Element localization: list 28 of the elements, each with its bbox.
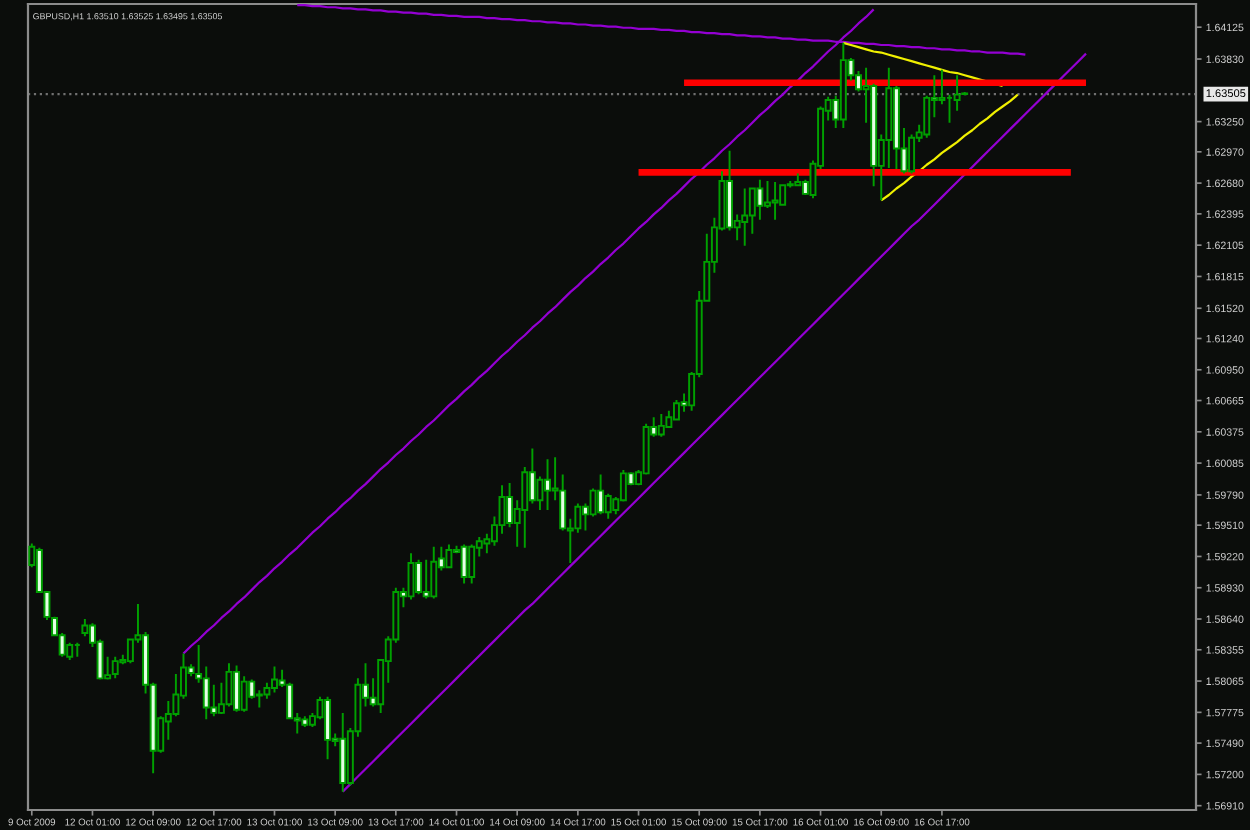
candlestick	[415, 558, 423, 596]
line-series	[842, 41, 1004, 88]
candlestick	[324, 695, 332, 761]
candlestick	[544, 458, 552, 512]
candlestick	[771, 181, 779, 221]
candlestick	[339, 711, 347, 793]
candlestick	[908, 133, 916, 175]
candlestick	[233, 664, 241, 713]
candlestick	[468, 543, 476, 585]
candlestick	[597, 473, 605, 516]
candlestick	[111, 655, 119, 680]
candlestick	[672, 399, 680, 422]
candlestick	[460, 543, 468, 585]
candlestick	[445, 543, 453, 570]
candlestick	[430, 545, 438, 600]
candlestick	[66, 641, 74, 661]
candlestick	[741, 187, 749, 247]
candlestick	[794, 172, 802, 188]
candlestick	[301, 715, 309, 728]
candlestick	[407, 552, 415, 601]
candlestick	[657, 413, 665, 438]
candlestick	[839, 41, 847, 130]
line-series	[880, 93, 1019, 202]
candlestick	[726, 149, 734, 232]
line-series	[341, 52, 1088, 793]
candlestick	[225, 662, 233, 708]
candlestick	[73, 641, 81, 658]
candlestick	[271, 665, 278, 694]
